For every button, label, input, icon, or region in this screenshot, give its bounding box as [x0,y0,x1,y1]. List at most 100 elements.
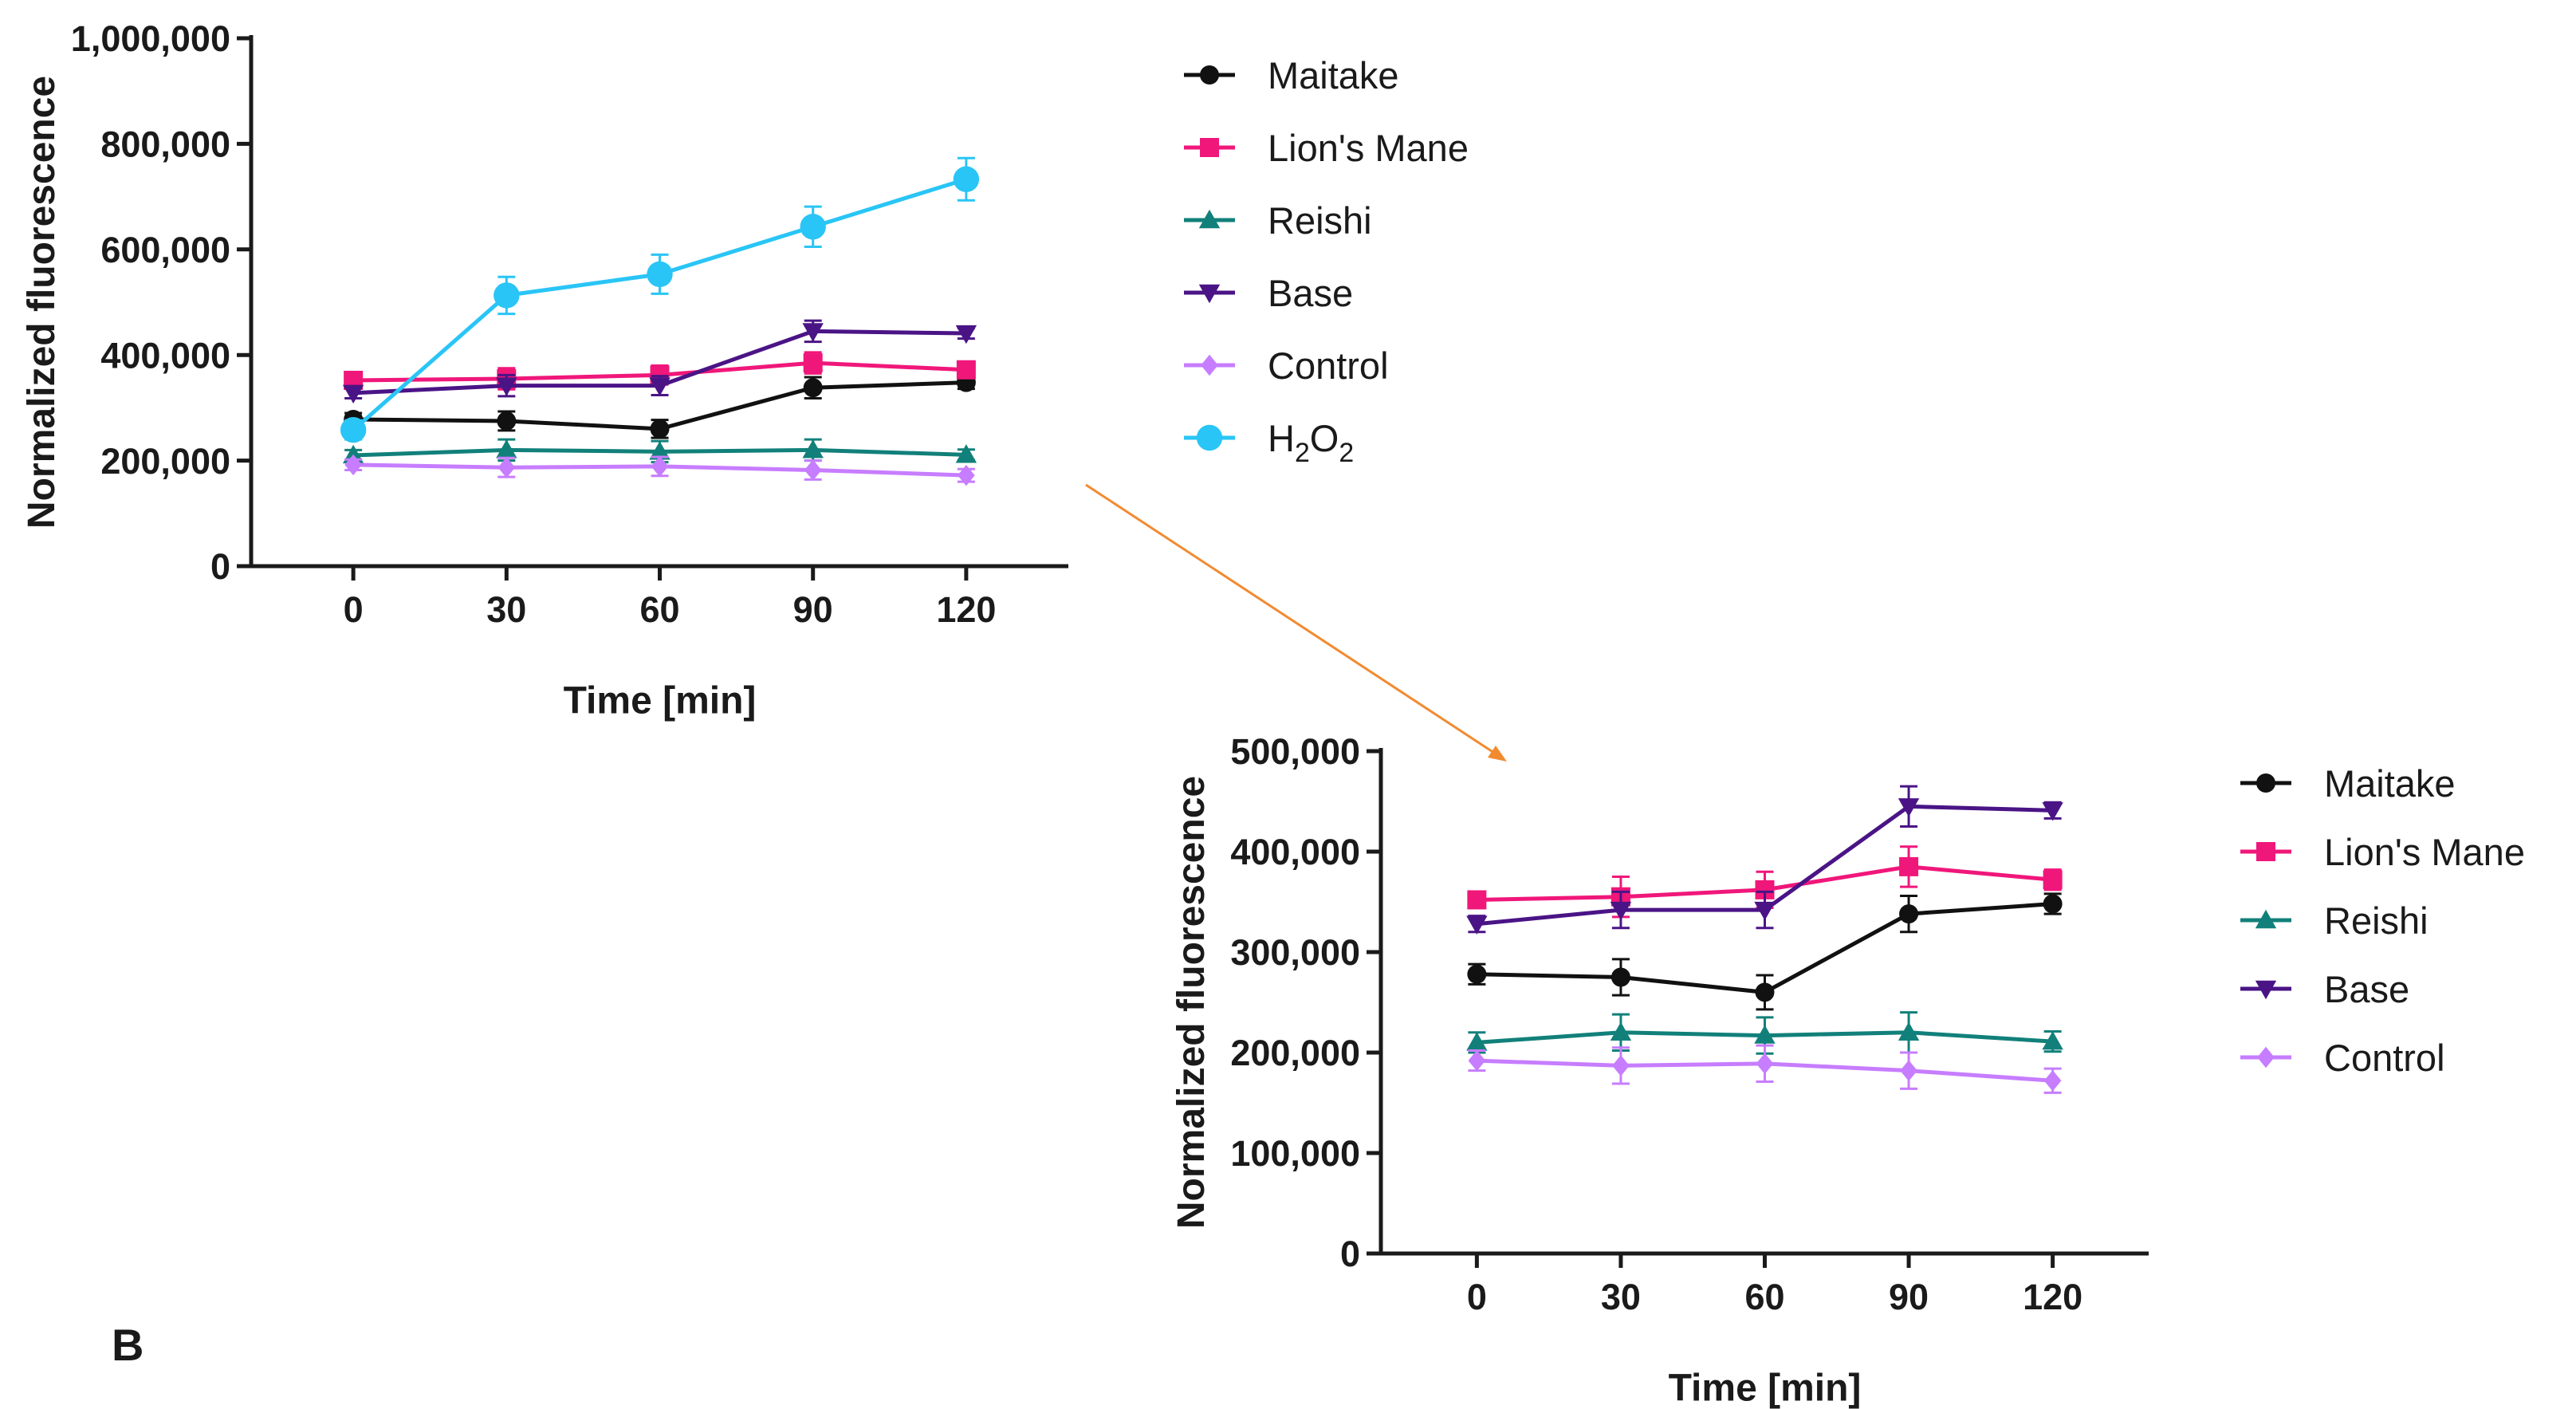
y-tick-label: 0 [210,546,230,587]
legend: Maitake Lion's Mane Reishi Base Control H2O2 [1184,54,1469,468]
data-point-base [955,325,977,344]
chart-zoomed: 0 100,000 200,000 300,000 400,000 500,000 0 30 6… [1170,731,2525,1409]
zoom-arrow-head [1488,746,1507,762]
y-axis-label: Normalized fluorescence [21,76,63,529]
y-tick-label: 100,000 [1230,1133,1360,1174]
legend-marker-control [1201,354,1218,376]
x-tick-label: 30 [1601,1277,1641,1317]
legend-marker-base [1198,284,1221,304]
x-tick-label: 0 [344,589,364,630]
data-point-control [1468,1049,1486,1072]
data-point-control [344,454,362,476]
legend-marker-reishi [2255,909,2277,929]
y-tick-label: 0 [1340,1234,1360,1274]
x-tick-label: 90 [1889,1277,1929,1317]
y-tick-label: 400,000 [100,335,230,376]
legend-label-base: Base [1268,272,1353,314]
legend-marker-h2o2 [1196,424,1223,451]
data-point-base [802,323,824,342]
data-point-reishi [955,444,977,463]
legend-marker-lion-s-mane [1200,138,1219,157]
x-axis-label: Time [min] [1669,1368,1862,1409]
legend-marker-maitake [2256,773,2275,793]
data-point-lion-s-mane [1467,890,1487,910]
x-axis-label: Time [min] [564,680,757,722]
x-tick-label: 60 [639,589,679,630]
series-base [1466,785,2063,935]
y-axis-label: Normalized fluorescence [1170,776,1213,1229]
data-point-maitake [497,411,517,431]
data-point-control [498,457,516,478]
x-tick-label: 120 [2023,1277,2082,1317]
y-tick-label: 800,000 [100,124,230,165]
data-point-h2o2 [800,214,826,240]
data-point-base [1754,901,1776,921]
legend-label-reishi: Reishi [1268,199,1372,242]
series-h2o2 [340,156,980,443]
data-point-h2o2 [494,282,520,309]
data-point-control [2043,1070,2062,1092]
data-point-maitake [1755,982,1775,1002]
y-tick-label: 200,000 [100,441,230,482]
data-point-reishi [496,439,517,459]
data-point-reishi [1610,1021,1632,1041]
chart-full-range: 0 200,000 400,000 600,000 800,000 1,000,000 0 3… [21,18,1469,722]
data-point-control [1900,1060,1917,1081]
data-point-base [496,377,517,396]
data-point-lion-s-mane [803,353,823,373]
data-point-control [1756,1053,1774,1075]
y-tick-label: 400,000 [1230,832,1360,872]
x-tick-label: 30 [486,589,526,630]
legend-marker-control [2257,1046,2275,1069]
data-point-reishi [1898,1021,1920,1041]
legend-label-maitake: Maitake [1268,54,1399,96]
data-point-control [958,464,975,486]
data-point-reishi [1754,1025,1776,1044]
data-point-base [1466,915,1488,935]
legend-marker-lion-s-mane [2256,842,2275,861]
data-point-base [649,377,671,396]
legend-label-base: Base [2324,968,2409,1010]
legend-marker-maitake [1200,65,1219,85]
data-point-reishi [1466,1032,1488,1051]
data-point-base [1898,798,1920,817]
series-control [344,454,975,486]
data-point-lion-s-mane [2043,870,2063,890]
data-point-h2o2 [953,166,980,192]
x-tick-label: 120 [936,589,996,630]
series-control [1468,1044,2062,1094]
x-tick-label: 60 [1744,1277,1784,1317]
data-point-maitake [803,378,823,398]
legend-label-control: Control [1268,344,1389,387]
legend-label-reishi: Reishi [2324,899,2429,942]
legend-label-control: Control [2324,1037,2445,1079]
data-point-reishi [802,439,824,459]
data-point-maitake [1467,964,1487,984]
data-point-reishi [2042,1030,2063,1050]
legend-label-lion-s-mane: Lion's Mane [2324,831,2525,873]
y-tick-label: 1,000,000 [71,18,230,59]
data-point-control [1612,1055,1630,1076]
legend-marker-reishi [1198,209,1221,229]
data-point-lion-s-mane [956,360,976,380]
x-tick-label: 0 [1467,1277,1487,1317]
y-tick-label: 500,000 [1230,731,1360,772]
panel-label: B [112,1320,144,1370]
legend-label-lion-s-mane: Lion's Mane [1268,127,1469,169]
data-point-base [2042,802,2063,821]
data-point-reishi [649,441,671,460]
data-point-base [342,384,364,404]
data-point-h2o2 [647,261,673,288]
data-point-maitake [1610,967,1630,987]
zoom-arrow [1085,483,1500,758]
legend: Maitake Lion's Mane Reishi Base Control [2240,762,2525,1079]
data-point-maitake [2043,894,2063,914]
series-maitake [1467,892,2063,1011]
data-point-base [1610,901,1632,921]
legend-label-h2o2: H2O2 [1268,417,1354,468]
data-point-control [804,459,822,481]
y-tick-label: 200,000 [1230,1033,1360,1073]
y-tick-label: 600,000 [100,230,230,270]
data-point-maitake [650,419,670,439]
